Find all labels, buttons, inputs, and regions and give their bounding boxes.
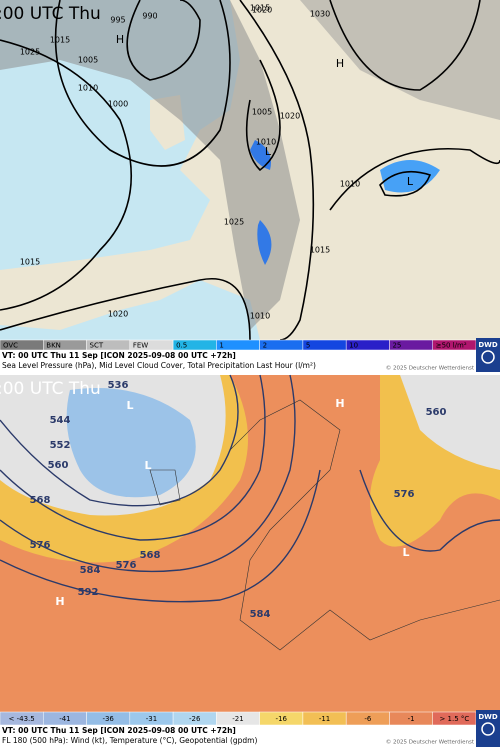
cloud-cover [0,0,300,330]
legend-label: SCT [90,342,104,350]
legend-label: -6 [364,715,372,723]
legend-label: > 1.5 °C [439,715,469,723]
map-label: 544 [50,415,71,426]
map-label: 576 [116,560,137,571]
map-label: L [265,145,272,158]
temperature-field [400,375,500,470]
map-label: 1010 [340,180,360,189]
legend-label: -26 [189,715,201,723]
map-label: 1015 [20,258,40,267]
legend-label: 2 [263,342,267,350]
map-label: 1020 [280,112,300,121]
map-label: H [336,57,344,70]
map-label: 1005 [78,56,98,65]
map-label: L [144,459,151,472]
map-label: 576 [394,489,415,500]
map-label: 584 [80,565,101,576]
caption-line: FL 180 (500 hPa): Wind (kt), Temperature… [2,736,257,745]
legend-label: -41 [59,715,70,723]
caption-bar [0,725,476,747]
legend-label: -36 [102,715,114,723]
map-label: 1000 [108,100,128,109]
legend-label: 5 [306,342,310,350]
map-label: 1005 [252,108,272,117]
copyright: © 2025 Deutscher Wetterdienst [386,365,475,372]
logo-box [476,338,500,372]
map-label: L [402,546,409,559]
caption-line: VT: 00 UTC Thu 11 Sep [ICON 2025-09-08 0… [2,726,236,735]
map-label: 1010 [256,138,276,147]
logo-mark [481,350,495,364]
legend-label: 10 [349,342,358,350]
map-label: 1015 [250,4,270,13]
valid-time: :00 UTC Thu [0,4,101,24]
legend-label: -11 [319,715,330,723]
logo: DWD [478,341,498,349]
caption-line: VT: 00 UTC Thu 11 Sep [ICON 2025-09-08 0… [2,351,236,360]
map-label: H [55,595,64,608]
map-label: H [335,397,344,410]
map-label: 1015 [50,36,70,45]
map-label: 568 [30,495,51,506]
pressure-map [0,0,500,341]
map-label: 584 [250,609,271,620]
legend-label: -21 [232,715,243,723]
logo-box [476,710,500,747]
valid-time: :00 UTC Thu [0,379,101,399]
caption-bar [0,350,476,372]
legend-label: OVC [3,342,18,350]
map-label: 568 [140,550,161,561]
cloud-cover [300,0,500,120]
map-label: 560 [48,460,69,471]
map-label: 1030 [310,10,330,19]
caption-line: Sea Level Pressure (hPa), Mid Level Clou… [2,361,316,370]
map-label: 576 [30,540,51,551]
map-label: 536 [108,380,129,391]
logo: DWD [478,713,498,721]
legend-label: -1 [408,715,415,723]
map-label: 592 [78,587,99,598]
isobars [0,0,500,341]
map-label: 1025 [224,218,244,227]
upper-air-map [0,374,500,712]
map-label: 1020 [108,310,128,319]
legend-label: < -43.5 [9,715,35,723]
map-label: 1010 [250,312,270,321]
map-label: 995 [110,16,125,25]
legend-label: 0.5 [176,342,187,350]
map-label: 1025 [20,48,40,57]
map-label: 560 [426,407,447,418]
map-label: 990 [142,12,157,21]
geopotential-contours [0,374,500,603]
legend-label: 1 [219,342,223,350]
coastlines [149,399,500,651]
copyright: © 2025 Deutscher Wetterdienst [386,739,475,746]
legend-label: -16 [276,715,288,723]
precipitation [250,140,272,265]
logo-mark [481,722,495,736]
legend-label: FEW [133,342,148,350]
legend-label: -31 [146,715,157,723]
map-label: L [126,399,133,412]
map-label: L [407,175,414,188]
legend-label: ≥50 l/m² [436,342,467,350]
legend-label: BKN [46,342,61,350]
map-label: 552 [50,440,71,451]
map-label: 1010 [78,84,98,93]
map-label: 1020 [252,6,272,15]
legend-label: 25 [392,342,401,350]
map-label: 1015 [310,246,330,255]
map-label: H [116,33,124,46]
